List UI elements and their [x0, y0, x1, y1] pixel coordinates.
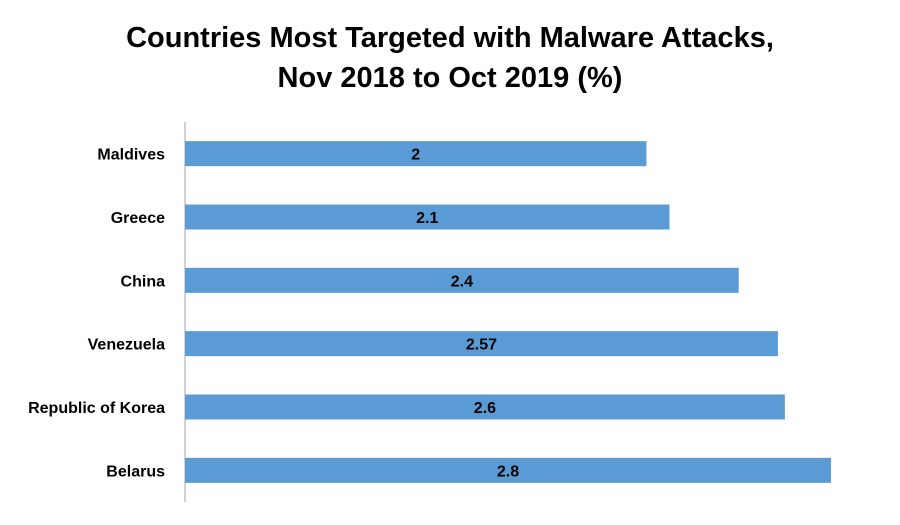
- data-label-maldives: 2: [411, 147, 420, 164]
- category-label-republic-of-korea: Republic of Korea: [28, 400, 165, 417]
- chart-title: Countries Most Targeted with Malware Att…: [0, 18, 900, 98]
- chart-title-line-2: Nov 2018 to Oct 2019 (%): [277, 62, 623, 94]
- data-label-greece: 2.1: [416, 210, 438, 227]
- bar-venezuela: [185, 331, 778, 357]
- category-label-china: China: [121, 273, 166, 290]
- chart-title-line-1: Countries Most Targeted with Malware Att…: [126, 22, 774, 54]
- category-label-belarus: Belarus: [106, 463, 165, 480]
- bar-greece: [185, 204, 670, 230]
- bar-maldives: [185, 141, 647, 167]
- category-label-greece: Greece: [111, 210, 165, 227]
- data-label-china: 2.4: [451, 273, 473, 290]
- category-label-maldives: Maldives: [97, 147, 165, 164]
- data-label-belarus: 2.8: [497, 463, 519, 480]
- bar-republic-of-korea: [185, 394, 785, 420]
- bar-belarus: [185, 457, 831, 483]
- category-label-venezuela: Venezuela: [88, 337, 165, 354]
- data-label-venezuela: 2.57: [466, 337, 497, 354]
- data-label-republic-of-korea: 2.6: [474, 400, 496, 417]
- bar-china: [185, 267, 739, 293]
